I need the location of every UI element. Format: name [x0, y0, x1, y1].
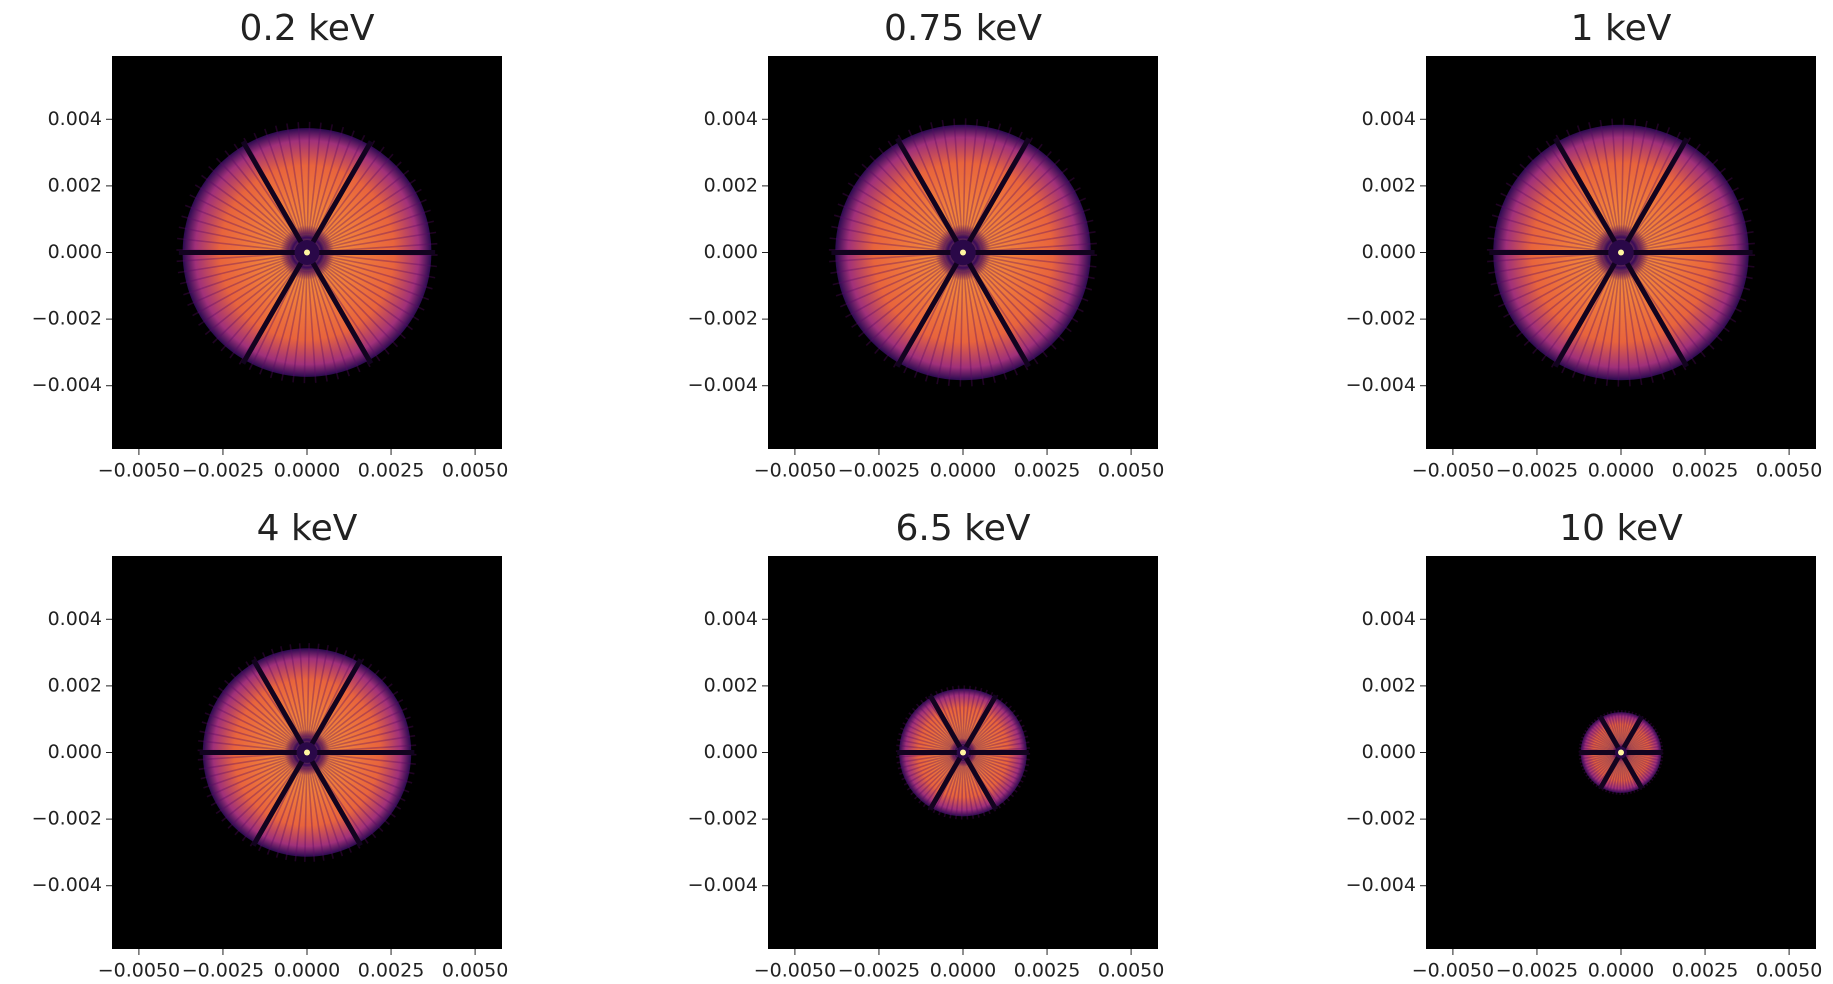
panel-title: 4 keV [257, 508, 358, 549]
x-tick-label: −0.0025 [182, 960, 264, 982]
y-tick-label: −0.002 [688, 808, 758, 830]
psf-core [304, 250, 310, 256]
y-tick-label: 0.000 [704, 241, 758, 263]
y-tick-label: 0.004 [48, 108, 102, 130]
x-tick-label: 0.0000 [930, 460, 996, 482]
x-tick-label: 0.0000 [274, 460, 340, 482]
x-tick-label: −0.0025 [838, 460, 920, 482]
panel-title: 0.75 keV [884, 8, 1042, 49]
y-tick-label: 0.000 [1362, 741, 1416, 763]
x-tick-label: −0.0050 [1412, 460, 1494, 482]
y-tick-label: −0.002 [1346, 308, 1416, 330]
x-tick-label: −0.0050 [1412, 960, 1494, 982]
psf-core [960, 250, 966, 256]
x-tick-label: 0.0000 [1588, 960, 1654, 982]
panel: 0.75 keV −0.0050−0.0025 0.0000 0.0025 0.0050… [688, 8, 1165, 482]
x-tick-label: 0.0025 [358, 460, 424, 482]
x-tick-label: 0.0000 [1588, 460, 1654, 482]
x-tick-label: −0.0025 [1496, 460, 1578, 482]
y-tick-label: 0.002 [1362, 674, 1416, 696]
x-tick-label: −0.0050 [98, 460, 180, 482]
y-tick-label: −0.002 [1346, 808, 1416, 830]
y-tick-label: 0.002 [48, 174, 102, 196]
panel: 10 keV −0.0050−0.0025 0.0000 0.0025 0.0050 0.… [1346, 508, 1823, 982]
y-tick-label: 0.000 [704, 741, 758, 763]
y-tick-label: 0.000 [1362, 241, 1416, 263]
x-tick-label: 0.0050 [442, 460, 508, 482]
y-tick-label: −0.004 [688, 874, 758, 896]
x-tick-label: 0.0025 [1672, 460, 1738, 482]
psf-core [1618, 750, 1624, 756]
x-tick-label: 0.0025 [1672, 960, 1738, 982]
y-tick-label: −0.004 [1346, 374, 1416, 396]
psf-core [1618, 250, 1624, 256]
y-tick-label: 0.002 [704, 674, 758, 696]
psf-core [304, 750, 310, 756]
psf-core [960, 750, 966, 756]
panel: 0.2 keV −0.0050−0.0025 0.0000 0.0025 0.0050 0… [32, 8, 509, 482]
figure: 0.2 keV−0.0050−0.00250.00000.00250.00500… [0, 0, 1833, 984]
x-tick-label: −0.0050 [754, 460, 836, 482]
panel: 1 keV −0.0050−0.0025 0.0000 0.0025 0.0050 0.0… [1346, 8, 1823, 482]
y-tick-label: 0.004 [704, 608, 758, 630]
y-tick-label: −0.004 [32, 874, 102, 896]
panel-title: 0.2 keV [239, 8, 374, 49]
y-tick-label: −0.004 [688, 374, 758, 396]
x-tick-label: 0.0050 [1756, 960, 1822, 982]
y-tick-label: 0.004 [48, 608, 102, 630]
y-tick-label: 0.002 [1362, 174, 1416, 196]
x-tick-label: 0.0025 [358, 960, 424, 982]
x-tick-label: 0.0050 [1756, 460, 1822, 482]
x-tick-label: 0.0050 [442, 960, 508, 982]
y-tick-label: −0.002 [32, 808, 102, 830]
y-tick-label: −0.004 [32, 374, 102, 396]
x-tick-label: −0.0025 [1496, 960, 1578, 982]
x-tick-label: −0.0050 [98, 960, 180, 982]
y-tick-label: 0.004 [1362, 608, 1416, 630]
panel: 4 keV −0.0050−0.0025 0.0000 0.0025 0.0050 0.0… [32, 508, 509, 982]
panel-title: 10 keV [1559, 508, 1683, 549]
y-tick-label: 0.000 [48, 741, 102, 763]
panel: 6.5 keV −0.0050−0.0025 0.0000 0.0025 0.0050 0… [688, 508, 1165, 982]
x-tick-label: 0.0025 [1014, 960, 1080, 982]
x-tick-label: 0.0000 [930, 960, 996, 982]
x-tick-label: −0.0025 [182, 460, 264, 482]
x-tick-label: −0.0050 [754, 960, 836, 982]
y-tick-label: 0.004 [704, 108, 758, 130]
panel-title: 6.5 keV [895, 508, 1030, 549]
x-tick-label: 0.0050 [1098, 960, 1164, 982]
y-tick-label: −0.004 [1346, 874, 1416, 896]
x-tick-label: 0.0025 [1014, 460, 1080, 482]
y-tick-label: −0.002 [688, 308, 758, 330]
y-tick-label: −0.002 [32, 308, 102, 330]
y-tick-label: 0.002 [48, 674, 102, 696]
y-tick-label: 0.002 [704, 174, 758, 196]
y-tick-label: 0.004 [1362, 108, 1416, 130]
y-tick-label: 0.000 [48, 241, 102, 263]
x-tick-label: −0.0025 [838, 960, 920, 982]
panel-title: 1 keV [1571, 8, 1672, 49]
x-tick-label: 0.0000 [274, 960, 340, 982]
x-tick-label: 0.0050 [1098, 460, 1164, 482]
